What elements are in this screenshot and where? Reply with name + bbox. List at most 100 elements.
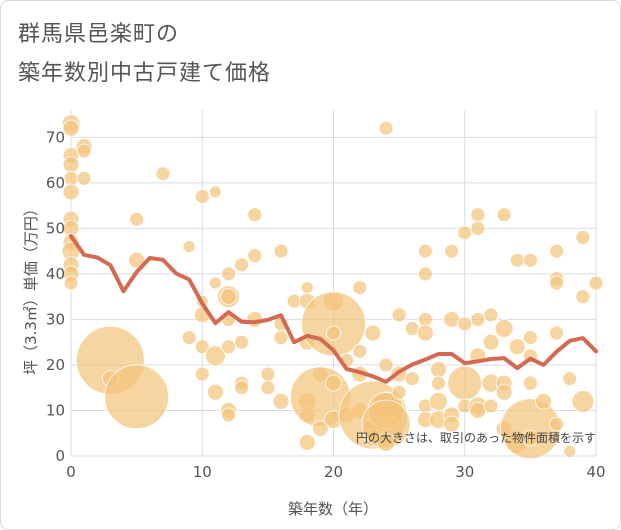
data-point xyxy=(63,275,79,291)
data-point xyxy=(298,433,316,451)
data-point xyxy=(155,166,171,182)
data-point xyxy=(208,185,222,199)
average-price-line xyxy=(69,234,598,384)
data-point xyxy=(482,333,500,351)
data-point xyxy=(181,330,197,346)
y-tick-label: 30 xyxy=(46,310,65,328)
x-tick-label: 40 xyxy=(586,463,605,481)
chart-title-line2: 築年数別中古戸建て価格 xyxy=(18,61,272,86)
data-point xyxy=(571,389,595,413)
chart-title-line1: 群馬県邑楽町の xyxy=(18,22,180,47)
data-point xyxy=(376,432,396,452)
y-tick-label: 70 xyxy=(46,128,65,146)
data-point xyxy=(457,225,473,241)
trend-line-layer xyxy=(69,234,598,384)
data-point xyxy=(416,324,434,342)
data-point xyxy=(494,319,514,338)
x-axis-label: 築年数（年） xyxy=(288,500,378,518)
data-point xyxy=(469,402,487,419)
data-point xyxy=(522,252,538,268)
y-tick-label: 60 xyxy=(46,174,65,192)
data-point xyxy=(63,170,79,186)
data-point xyxy=(429,391,448,411)
bubble-size-note: 円の大きさは、取引のあった物件面積を示す xyxy=(356,430,596,445)
data-point xyxy=(470,207,486,223)
data-point xyxy=(208,276,222,290)
data-point xyxy=(470,312,486,327)
data-point xyxy=(443,311,461,328)
data-point xyxy=(204,345,226,367)
data-point xyxy=(352,343,368,359)
x-tick-label: 30 xyxy=(455,463,474,481)
data-point xyxy=(495,383,513,401)
data-point xyxy=(444,243,460,259)
data-point xyxy=(575,289,591,305)
y-tick-label: 40 xyxy=(46,265,65,283)
data-point xyxy=(575,230,591,245)
data-point xyxy=(194,189,210,204)
data-point xyxy=(234,334,250,350)
data-point xyxy=(273,330,289,346)
data-point xyxy=(62,156,80,174)
data-point xyxy=(300,281,314,294)
bubble-layer xyxy=(61,114,604,460)
data-point xyxy=(273,243,289,259)
x-tick-label: 0 xyxy=(66,463,76,481)
data-point xyxy=(522,375,538,391)
data-point xyxy=(325,374,342,392)
data-point xyxy=(549,416,565,432)
data-point xyxy=(206,383,224,401)
data-point xyxy=(522,330,538,346)
data-point xyxy=(549,325,565,341)
data-point xyxy=(447,365,483,401)
y-tick-label: 0 xyxy=(55,447,65,465)
tick-labels: 0 10 20 30 40 50 60 70 0 10 20 30 40 xyxy=(46,128,606,481)
data-point xyxy=(431,375,446,391)
data-point xyxy=(457,316,473,332)
data-point xyxy=(182,240,196,253)
data-point xyxy=(549,275,565,291)
data-point xyxy=(509,252,525,268)
data-point xyxy=(104,364,170,430)
x-tick-label: 20 xyxy=(324,463,343,481)
data-point xyxy=(483,307,499,323)
data-point xyxy=(404,371,420,387)
data-point xyxy=(521,429,539,447)
data-point xyxy=(470,220,486,236)
data-point xyxy=(272,392,290,410)
y-tick-label: 20 xyxy=(46,356,65,374)
data-point xyxy=(311,420,329,438)
data-point xyxy=(76,143,92,159)
data-point xyxy=(260,366,276,382)
data-point xyxy=(549,243,565,259)
data-point xyxy=(326,325,341,341)
data-point xyxy=(563,445,577,458)
data-point xyxy=(234,380,250,396)
data-point xyxy=(247,248,263,264)
data-point xyxy=(62,183,80,201)
data-point xyxy=(588,275,604,291)
data-point xyxy=(443,415,461,433)
data-point xyxy=(364,324,382,342)
data-point xyxy=(128,251,146,269)
y-axis-label: 坪（3.3㎡）単価（万円） xyxy=(22,201,40,375)
data-point xyxy=(221,266,236,282)
data-point xyxy=(508,338,526,356)
data-point xyxy=(391,384,407,400)
data-point xyxy=(76,170,92,186)
data-point xyxy=(430,361,447,378)
data-point xyxy=(496,207,512,223)
data-point xyxy=(535,392,552,410)
y-tick-label: 50 xyxy=(46,219,65,237)
data-point xyxy=(129,211,145,227)
data-point xyxy=(221,339,236,355)
data-point xyxy=(221,407,236,423)
data-point xyxy=(483,398,499,414)
data-point xyxy=(220,288,237,306)
data-point xyxy=(352,280,368,295)
data-point xyxy=(417,266,433,282)
y-tick-label: 10 xyxy=(46,401,65,419)
data-point xyxy=(260,380,276,396)
data-point xyxy=(234,257,250,273)
